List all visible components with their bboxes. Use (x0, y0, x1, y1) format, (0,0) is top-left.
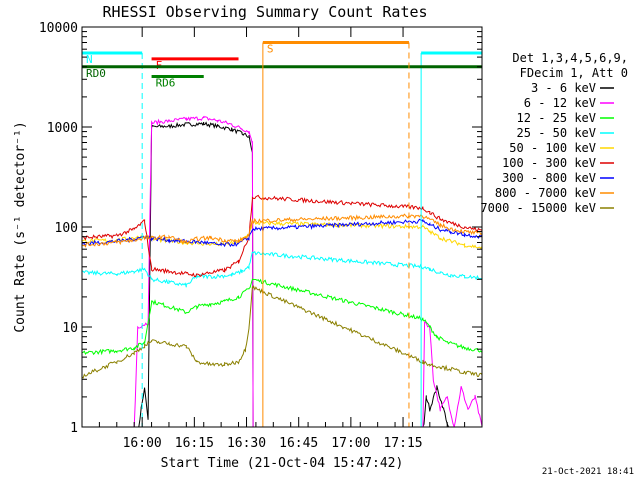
x-tick-label-6: 17:15 (383, 436, 422, 451)
legend-label-6: 100 - 300 keV (502, 156, 596, 170)
series-line-9 (81, 285, 483, 379)
series-line-4 (81, 250, 483, 288)
legend-label-2: 6 - 12 keV (524, 96, 596, 110)
legend-label-1: 3 - 6 keV (531, 81, 596, 95)
y-tick-label-1: 1 (70, 421, 78, 436)
legend-header-1: Det 1,3,4,5,6,9, (512, 51, 628, 65)
flag-label-1: N (86, 53, 93, 66)
flag-label-4: RD0 (86, 67, 106, 80)
x-tick-label-4: 16:45 (279, 436, 318, 451)
x-tick-label-1: 16:00 (123, 436, 162, 451)
legend-label-7: 300 - 800 keV (502, 171, 596, 185)
series-line-5 (81, 220, 483, 250)
legend-label-9: 7000 - 15000 keV (480, 201, 596, 215)
footer-date: 21-Oct-2021 18:41 (542, 467, 634, 477)
series-line-8 (81, 213, 483, 248)
legend-label-5: 50 - 100 keV (509, 141, 596, 155)
legend-label-8: 800 - 7000 keV (495, 186, 596, 200)
y-tick-label-3: 100 (55, 221, 78, 236)
y-tick-label-2: 10 (62, 321, 78, 336)
x-tick-label-5: 17:00 (331, 436, 370, 451)
y-tick-label-5: 10000 (39, 21, 78, 36)
y-axis-ticks: 1 10 100 1000 10000 (39, 21, 482, 436)
x-axis-label: Start Time (21-Oct-04 15:47:42) (161, 456, 404, 471)
x-tick-label-2: 16:15 (175, 436, 214, 451)
y-axis-label: Count Rate (s⁻¹ detector⁻¹) (13, 121, 28, 332)
series-line-3 (81, 278, 483, 356)
flag-label-6: S (267, 42, 274, 55)
legend-header-2: FDecim 1, Att 0 (520, 66, 628, 80)
flag-layer: NFRD0RD6S (81, 40, 483, 427)
y-tick-label-4: 1000 (47, 121, 78, 136)
series-line-6 (81, 194, 483, 278)
x-tick-label-3: 16:30 (227, 436, 266, 451)
legend-label-3: 12 - 25 keV (517, 111, 596, 125)
x-axis-ticks: 16:00 16:15 16:30 16:45 17:00 17:15 (98, 27, 466, 451)
flag-label-5: RD6 (156, 76, 176, 89)
series-line-7 (81, 218, 483, 248)
chart-title: RHESSI Observing Summary Count Rates (102, 3, 427, 21)
legend-label-4: 25 - 50 keV (517, 126, 596, 140)
